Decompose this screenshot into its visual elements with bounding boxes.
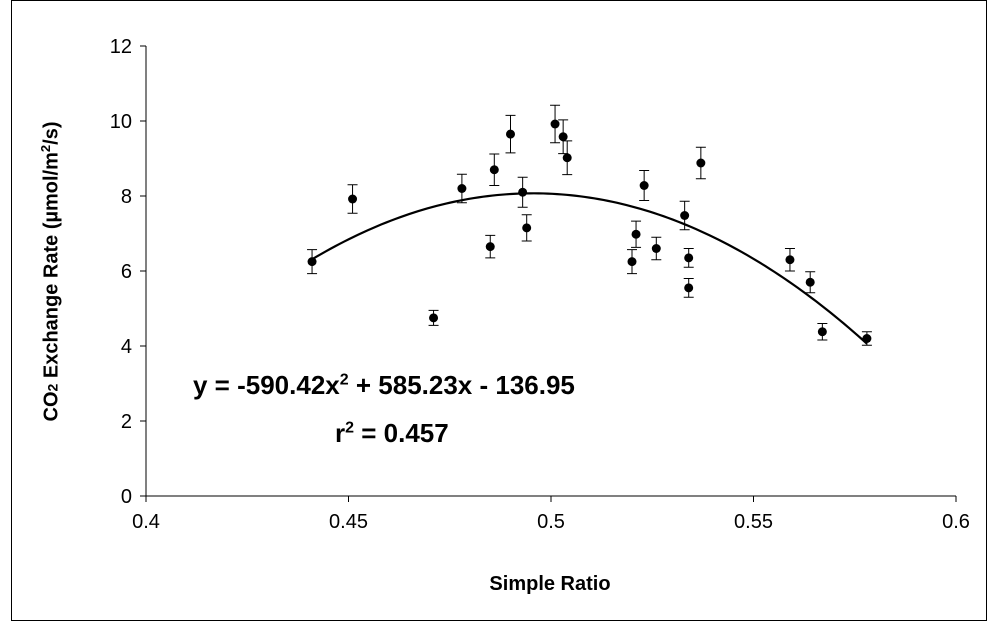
trendline-group (311, 192, 868, 345)
data-point (683, 278, 694, 298)
data-point (683, 248, 694, 268)
data-marker (348, 194, 358, 204)
y-tick-label: 0 (121, 486, 132, 508)
y-tick-label: 4 (121, 336, 132, 358)
data-marker (631, 229, 641, 239)
data-marker (785, 255, 795, 265)
data-marker (506, 129, 515, 139)
data-points-group (307, 104, 872, 346)
y-axis-title-superscript: 2 (37, 144, 53, 152)
y-tick-label: 6 (121, 261, 132, 283)
y-axis-title-suffix: /s) (40, 121, 63, 145)
y-axis-title-subscript: 2 (44, 383, 61, 391)
data-point (631, 220, 642, 248)
r2-rest: = 0.457 (354, 418, 449, 448)
data-point (489, 153, 500, 186)
data-marker (805, 277, 815, 287)
data-point (550, 104, 561, 144)
data-point (505, 114, 516, 154)
data-point (517, 176, 528, 208)
data-marker (817, 327, 827, 337)
data-point (307, 249, 318, 275)
data-point (456, 173, 467, 204)
data-marker (485, 242, 495, 252)
x-tick-label: 0.5 (537, 511, 565, 533)
data-point (562, 140, 573, 176)
data-point (695, 146, 706, 180)
data-point (521, 214, 532, 242)
r2-main: r (335, 418, 346, 448)
data-marker (558, 132, 568, 142)
data-marker (862, 334, 872, 343)
axes-group (140, 45, 957, 502)
data-point (817, 323, 828, 341)
x-tick-label: 0.6 (942, 511, 970, 533)
y-tick-label: 12 (110, 36, 132, 58)
data-marker (550, 119, 560, 129)
data-point (805, 271, 816, 294)
data-marker (684, 253, 694, 263)
data-point (558, 119, 569, 155)
data-point (679, 200, 690, 231)
r-squared-label: r2 = 0.457 (335, 418, 449, 449)
data-marker (696, 158, 706, 168)
data-marker (680, 211, 690, 220)
data-point (428, 309, 439, 326)
data-marker (684, 283, 694, 293)
x-tick-label: 0.55 (734, 511, 773, 533)
y-tick-label: 2 (121, 411, 132, 433)
x-tick-label: 0.4 (132, 511, 160, 533)
data-marker (489, 165, 499, 175)
tick-labels-group: 0 2 4 6 8 10 12 0.4 0.45 0.5 0.55 0.6 (110, 36, 970, 533)
data-point (627, 249, 637, 275)
equation-rest: + 585.23x - 136.95 (348, 370, 575, 400)
r2-superscript: 2 (345, 419, 355, 437)
data-marker (651, 244, 661, 253)
data-marker (429, 313, 439, 323)
equation-main: y = -590.42x (193, 370, 340, 400)
y-tick-label: 10 (110, 111, 132, 133)
y-tick-label: 8 (121, 186, 132, 208)
x-axis-title: Simple Ratio (489, 573, 610, 595)
data-marker (639, 181, 649, 190)
y-axis-title: CO2 Exchange Rate (µmol/m2/s) (37, 121, 63, 421)
data-point (651, 236, 662, 261)
data-marker (627, 257, 637, 267)
data-point (347, 184, 358, 214)
data-marker (522, 223, 532, 233)
x-tick-label: 0.45 (329, 511, 368, 533)
data-marker (518, 187, 528, 197)
data-point (485, 234, 496, 259)
data-marker (457, 184, 467, 193)
data-point (784, 248, 795, 272)
data-marker (307, 257, 317, 267)
data-point (639, 170, 650, 201)
data-marker (562, 153, 572, 163)
data-point (861, 331, 872, 346)
trendline-equation: y = -590.42x2 + 585.23x - 136.95 (193, 370, 575, 401)
y-axis-title-middle: Exchange Rate (µmol/m (40, 151, 63, 384)
trendline-curve (311, 192, 868, 345)
equation-superscript: 2 (339, 371, 349, 389)
y-axis-title-prefix: CO (40, 390, 63, 421)
